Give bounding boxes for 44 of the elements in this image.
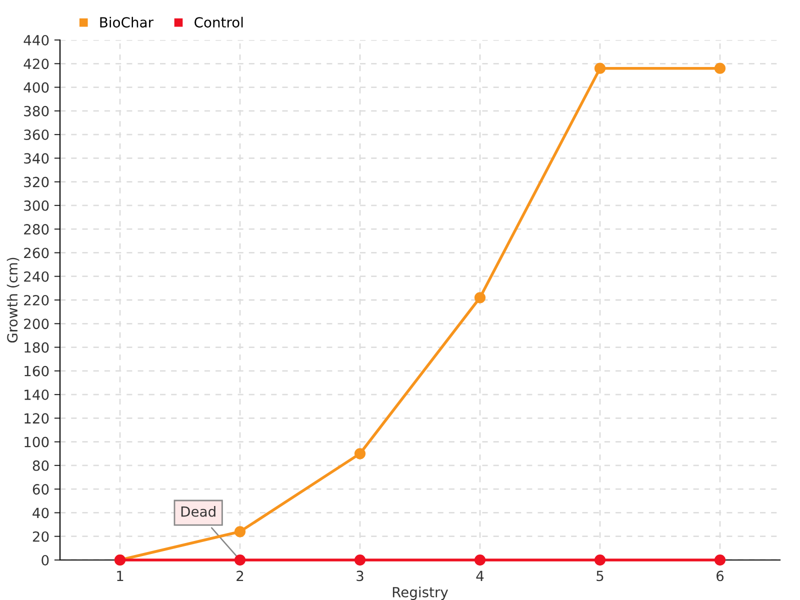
y-tick-label: 100: [24, 436, 49, 448]
y-tick-label: 220: [24, 294, 49, 306]
point: [354, 448, 366, 460]
point: [474, 554, 486, 566]
point: [714, 62, 726, 74]
y-tick-label: 400: [24, 82, 49, 93]
point: [714, 554, 726, 566]
y-tick-label: 140: [24, 390, 49, 400]
x-tick-label: 3: [356, 570, 364, 582]
legend-label: BioChar: [100, 16, 154, 28]
y-tick-label: 80: [32, 460, 49, 471]
y-tick-label: 280: [24, 224, 49, 235]
point: [594, 554, 606, 566]
y-tick-label: 380: [24, 106, 49, 116]
y-tick-label: 40: [32, 508, 49, 518]
x-tick-label: 4: [476, 570, 484, 581]
y-tick-label: 440: [24, 34, 49, 46]
y-tick-label: 340: [24, 153, 49, 164]
legend-label: Control: [194, 16, 243, 28]
x-tick-label: 1: [117, 570, 124, 581]
y-tick-label: 360: [24, 130, 49, 140]
point: [474, 292, 486, 304]
x-tick-label: 6: [716, 570, 724, 582]
y-tick-label: 60: [32, 484, 49, 495]
annotation: Dead: [181, 506, 216, 517]
y-tick-label: 160: [24, 366, 49, 376]
y-axis-title: Growth (cm): [6, 258, 20, 343]
y-tick-label: 200: [24, 318, 49, 330]
point: [234, 554, 246, 566]
y-tick-label: 0: [42, 554, 49, 566]
x-tick-label: 5: [596, 570, 604, 582]
y-tick-label: 320: [24, 176, 49, 188]
y-tick-label: 420: [24, 58, 49, 70]
y-tick-label: 20: [32, 531, 49, 542]
y-tick-label: 240: [24, 271, 49, 282]
y-tick-label: 260: [24, 248, 49, 258]
x-tick-label: 2: [236, 570, 244, 581]
y-tick-label: 300: [24, 200, 49, 211]
y-tick-label: 180: [24, 342, 49, 353]
x-axis-title: Registry: [392, 586, 448, 600]
point: [234, 526, 246, 538]
point: [594, 62, 606, 74]
y-tick-label: 120: [24, 413, 49, 424]
point: [354, 554, 366, 566]
